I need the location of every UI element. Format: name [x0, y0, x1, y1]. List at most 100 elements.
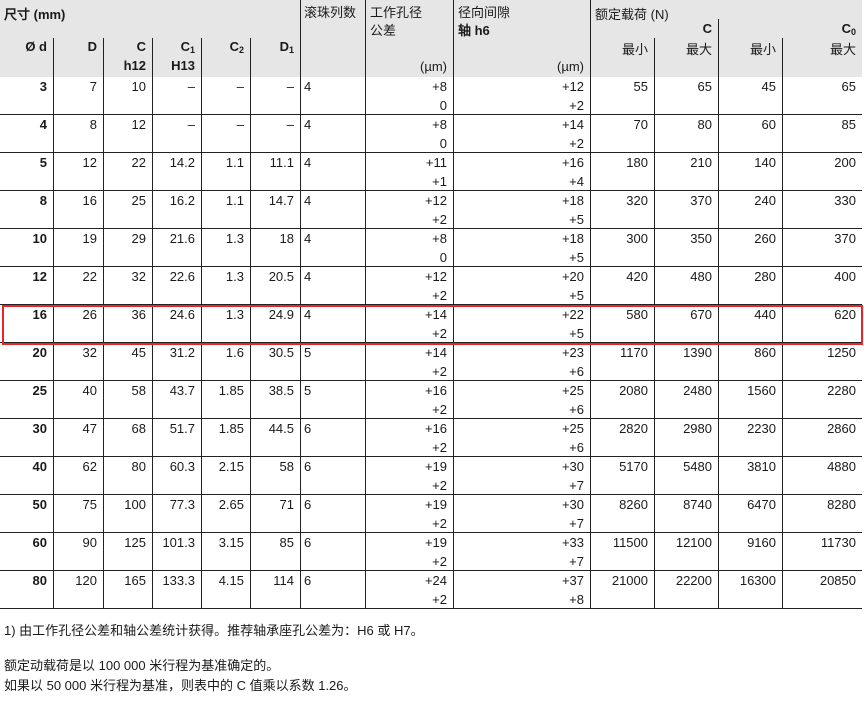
cell-Cmax: 8740: [683, 497, 712, 512]
cell-b1: +8: [432, 79, 447, 94]
bore-header: 工作孔径: [370, 5, 423, 20]
cell-c2: +7: [569, 554, 584, 569]
cell-C0min: 2230: [747, 421, 776, 436]
row-divider: [0, 152, 862, 153]
cell-Cmax: 670: [690, 307, 712, 322]
cell-D: 32: [82, 345, 97, 360]
cell-b1: +16: [424, 383, 447, 398]
grid-line: [250, 38, 251, 609]
cell-D: 90: [82, 535, 97, 550]
clearance-header-2: 轴 h6: [458, 23, 490, 38]
cell-C0min: 140: [754, 155, 776, 170]
cell-D1: 11.1: [269, 155, 294, 170]
cell-b1: +12: [424, 193, 447, 208]
cell-c1: +20: [561, 269, 584, 284]
cell-C0max: 65: [841, 79, 856, 94]
cell-D: 47: [82, 421, 97, 436]
cell-C0max: 8280: [827, 497, 856, 512]
cell-D1: 114: [273, 573, 294, 588]
cell-C0min: 60: [761, 117, 776, 132]
cell-D1: 24.9: [268, 307, 294, 322]
cell-C0max: 370: [834, 231, 856, 246]
cell-b1: +8: [432, 117, 447, 132]
cell-Cmax: 1390: [683, 345, 712, 360]
cell-C0max: 200: [834, 155, 856, 170]
cell-C: 125: [124, 535, 146, 550]
clearance-unit: (µm): [557, 59, 584, 74]
cell-Cmin: 1170: [620, 345, 648, 360]
cell-C2: 1.6: [225, 345, 244, 360]
table-row: 60 90 125 101.3 3.15 85 6 +19 +2 +33 +7 11500 12100 9…: [0, 533, 862, 571]
cell-n: 6: [304, 421, 312, 436]
cell-C: 12: [131, 117, 146, 132]
cell-n: 4: [304, 117, 312, 132]
cell-c1: +16: [561, 155, 584, 170]
cell-b2: +2: [432, 326, 447, 341]
cell-Cmax: 80: [697, 117, 712, 132]
cell-Cmin: 8260: [619, 497, 648, 512]
cell-Cmin: 5170: [619, 459, 648, 474]
cell-c2: +6: [569, 440, 584, 455]
cell-C1: 14.2: [169, 155, 195, 170]
table-row: 16 26 36 24.6 1.3 24.9 4 +14 +2 +22 +5 580 670 440 620: [0, 305, 862, 343]
cell-D: 120: [75, 573, 97, 588]
cell-C: 25: [131, 193, 146, 208]
cell-C0max: 620: [834, 307, 856, 322]
cell-C0min: 240: [754, 193, 776, 208]
cell-C1: 31.2: [169, 345, 195, 360]
cell-b1: +19: [424, 497, 447, 512]
cell-D1: 71: [279, 497, 294, 512]
table-row: 40 62 80 60.3 2.15 58 6 +19 +2 +30 +7 5170 5480 3810 4…: [0, 457, 862, 495]
cell-b1: +14: [424, 307, 447, 322]
row-divider: [0, 494, 862, 495]
row-divider: [0, 342, 862, 343]
cell-C2: –: [236, 79, 244, 94]
cell-Cmin: 55: [633, 79, 648, 94]
cell-D: 16: [82, 193, 97, 208]
cell-D: 26: [82, 307, 97, 322]
cell-c1: +37: [561, 573, 584, 588]
cell-d: 10: [32, 231, 47, 246]
cell-b2: +2: [432, 554, 447, 569]
cell-D1: 85: [279, 535, 294, 550]
cell-n: 4: [304, 269, 312, 284]
cell-c2: +7: [569, 478, 584, 493]
cell-C: 22: [131, 155, 146, 170]
cell-C: 45: [131, 345, 146, 360]
cell-b2: +2: [432, 402, 447, 417]
cell-C0min: 280: [754, 269, 776, 284]
cell-C2: 4.15: [218, 573, 244, 588]
table-row: 80 120 165 133.3 4.15 114 6 +24 +2 +37 +8 21000 2220…: [0, 571, 862, 609]
C0-min: 最小: [749, 42, 776, 57]
cell-b2: 0: [439, 136, 447, 151]
cell-c1: +25: [561, 383, 584, 398]
cell-C1: 101.3: [162, 535, 195, 550]
cell-D: 19: [82, 231, 97, 246]
cell-Cmax: 480: [690, 269, 712, 284]
cell-C0max: 2860: [827, 421, 856, 436]
cell-Cmax: 5480: [683, 459, 712, 474]
cell-D: 40: [82, 383, 97, 398]
cell-Cmin: 2820: [619, 421, 648, 436]
cell-c1: +14: [561, 117, 584, 132]
cell-D: 12: [82, 155, 97, 170]
cell-C0min: 45: [761, 79, 776, 94]
col-d: Ø d: [25, 39, 47, 54]
cell-n: 4: [304, 307, 312, 322]
col-C: C: [136, 39, 146, 54]
cell-D1: 20.5: [268, 269, 294, 284]
cell-b1: +16: [424, 421, 447, 436]
cell-b2: +1: [432, 174, 447, 189]
cell-C0max: 85: [841, 117, 856, 132]
cell-c1: +18: [561, 231, 584, 246]
table-row: 3 7 10– – –4 +8 0 +12 +2 55 65 45 65: [0, 77, 862, 115]
cell-C0max: 330: [834, 193, 856, 208]
grid-line: [654, 38, 655, 609]
cell-Cmin: 180: [626, 155, 648, 170]
cell-Cmax: 2980: [683, 421, 712, 436]
cell-Cmax: 210: [690, 155, 712, 170]
cell-D1: 58: [279, 459, 294, 474]
cell-C0min: 440: [754, 307, 776, 322]
cell-n: 5: [304, 345, 312, 360]
cell-C2: 2.65: [218, 497, 244, 512]
